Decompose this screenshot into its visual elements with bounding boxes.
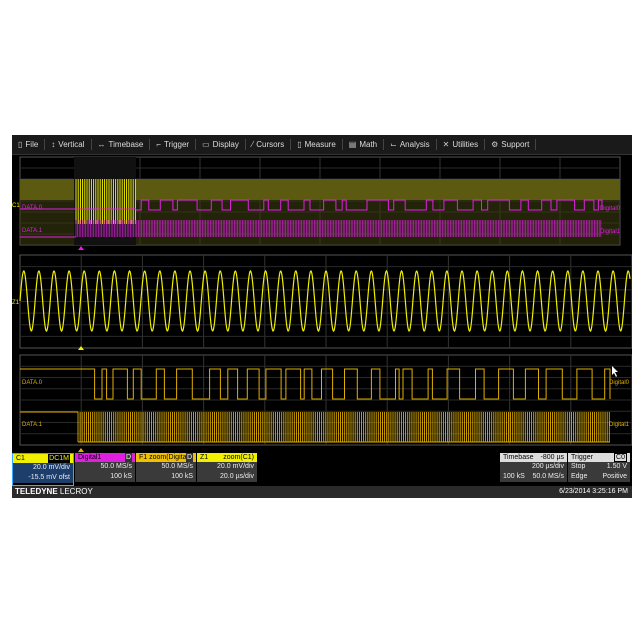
menu-support[interactable]: ⚙ Support bbox=[485, 139, 537, 150]
timebase-label: Timebase bbox=[503, 454, 534, 461]
menu-label: Vertical bbox=[58, 140, 85, 149]
menu-label: Utilities bbox=[452, 140, 479, 149]
data0-label: DATA.0 bbox=[22, 205, 43, 211]
menu-label: File bbox=[25, 140, 39, 149]
timebase-descriptor[interactable]: Timebase -800 µs 200 µs/div 100 kS 50.0 MS… bbox=[500, 453, 567, 486]
menu-timebase[interactable]: ↔ Timebase bbox=[92, 139, 151, 150]
menu-file[interactable]: ▯ File bbox=[12, 139, 46, 150]
digital1-tag: Digital1 bbox=[600, 229, 621, 235]
trigger-marker-icon bbox=[78, 246, 84, 250]
menu-utilities[interactable]: ✕ Utilities bbox=[437, 139, 486, 150]
digital-badge: D bbox=[185, 453, 193, 462]
channel-name: C1 bbox=[16, 455, 25, 462]
timebase-scale: 200 µs/div bbox=[500, 462, 567, 472]
file-icon: ▯ bbox=[18, 140, 23, 149]
menu-measure[interactable]: ▯ Measure bbox=[291, 139, 343, 150]
sample-count: 100 kS bbox=[136, 472, 196, 482]
sample-rate: 50.0 MS/s bbox=[136, 462, 196, 472]
cursors-icon: ⁄ bbox=[251, 140, 254, 149]
trigger-slope: Positive bbox=[602, 473, 627, 480]
trigger-mode: Stop bbox=[571, 463, 586, 470]
trigger-source-badge: C0 bbox=[614, 453, 627, 462]
timebase-samples: 100 kS bbox=[503, 473, 525, 480]
menu-label: Timebase bbox=[108, 140, 144, 149]
trigger-label: Trigger bbox=[571, 454, 593, 461]
channel-name: Z1 bbox=[200, 454, 209, 461]
channel-name: Digital1 bbox=[78, 454, 102, 461]
date-time: 6/23/2014 3:25:16 PM bbox=[559, 488, 628, 495]
waveform-display: C1 DATA.0DATA.1Digital0Digital1Z1DATA.0DA… bbox=[12, 156, 632, 452]
oscilloscope-screen: ▯ File ↕ Vertical ↔ Timebase ⌐ Trigger ▭ Display ⁄… bbox=[12, 135, 632, 498]
channel-name: F1 zoom(Digital1) bbox=[139, 454, 186, 461]
menu-bar: ▯ File ↕ Vertical ↔ Timebase ⌐ Trigger ▭ Display ⁄… bbox=[12, 135, 632, 155]
menu-vertical[interactable]: ↕ Vertical bbox=[45, 139, 92, 150]
support-icon: ⚙ bbox=[491, 140, 499, 149]
data1-label: DATA.1 bbox=[22, 228, 43, 234]
sample-rate: 50.0 MS/s bbox=[75, 462, 135, 472]
menu-math[interactable]: ▤ Math bbox=[343, 139, 385, 150]
c1-overview-band bbox=[20, 179, 620, 200]
trigger-icon: ⌐ bbox=[156, 140, 162, 149]
menu-display[interactable]: ▭ Display bbox=[196, 139, 246, 150]
measure-icon: ▯ bbox=[297, 140, 302, 149]
menu-label: Display bbox=[212, 140, 239, 149]
teledyne-lecroy-logo: TELEDYNE LECROY bbox=[15, 486, 93, 498]
menu-label: Measure bbox=[304, 140, 336, 149]
digital0-tag: Digital0 bbox=[609, 380, 630, 386]
coupling-badge: DC1M bbox=[48, 454, 70, 463]
channel-c1-descriptor[interactable]: C1 DC1M 20.0 mV/div -15.5 mV ofst bbox=[12, 453, 74, 486]
z1-sine-trace bbox=[19, 270, 631, 332]
math-icon: ▤ bbox=[348, 140, 357, 149]
timebase-icon: ↔ bbox=[97, 140, 106, 149]
digital0-tag: Digital0 bbox=[600, 206, 621, 212]
trigger-descriptor[interactable]: Trigger C0 Stop 1.50 V Edge Positive bbox=[568, 453, 630, 486]
digital-badge: D bbox=[124, 453, 132, 462]
menu-label: Cursors bbox=[256, 140, 285, 149]
vertical-scale: 20.0 mV/div bbox=[13, 463, 73, 473]
menu-label: Analysis bbox=[399, 140, 430, 149]
offset: -15.5 mV ofst bbox=[13, 473, 73, 483]
utilities-icon: ✕ bbox=[442, 140, 450, 149]
display-icon: ▭ bbox=[202, 140, 210, 149]
brand-bold: TELEDYNE bbox=[15, 487, 58, 496]
z1-trace-label: Z1 bbox=[12, 300, 20, 306]
vertical-icon: ↕ bbox=[51, 140, 56, 149]
brand-light: LECROY bbox=[57, 487, 93, 496]
status-footer: TELEDYNE LECROY 6/23/2014 3:25:16 PM bbox=[12, 486, 632, 498]
c1-trace-label: C1 bbox=[12, 203, 20, 209]
channel-z1-descriptor[interactable]: Z1 zoom(C1) 20.0 mV/div 20.0 µs/div bbox=[197, 453, 257, 486]
channel-digital1-descriptor[interactable]: Digital1 D 50.0 MS/s 100 kS bbox=[75, 453, 135, 486]
timebase-delay: -800 µs bbox=[540, 454, 565, 461]
horizontal-scale: 20.0 µs/div bbox=[197, 472, 257, 482]
data0-zoom-trace bbox=[78, 368, 611, 400]
mouse-cursor-icon bbox=[612, 366, 618, 377]
trigger-marker-icon bbox=[78, 346, 84, 350]
zoom-source: zoom(C1) bbox=[223, 454, 254, 461]
trigger-level: 1.50 V bbox=[606, 463, 627, 470]
trigger-marker-icon bbox=[78, 448, 84, 452]
data1-label: DATA.1 bbox=[22, 422, 43, 428]
menu-label: Math bbox=[359, 140, 378, 149]
data0-label: DATA.0 bbox=[22, 380, 43, 386]
channel-f1-descriptor[interactable]: F1 zoom(Digital1)D 50.0 MS/s 100 kS bbox=[136, 453, 196, 486]
data0-overview-trace bbox=[136, 199, 603, 211]
menu-analysis[interactable]: ⌙ Analysis bbox=[384, 139, 437, 150]
analysis-icon: ⌙ bbox=[390, 140, 397, 149]
menu-trigger[interactable]: ⌐ Trigger bbox=[150, 139, 197, 150]
timebase-rate: 50.0 MS/s bbox=[532, 473, 564, 480]
menu-label: Support bbox=[501, 140, 530, 149]
menu-cursors[interactable]: ⁄ Cursors bbox=[246, 139, 292, 150]
digital1-tag: Digital1 bbox=[609, 422, 630, 428]
vertical-scale: 20.0 mV/div bbox=[197, 462, 257, 472]
trigger-type: Edge bbox=[571, 473, 588, 480]
sample-count: 100 kS bbox=[75, 472, 135, 482]
channel-info-bar: C1 DC1M 20.0 mV/div -15.5 mV ofst Digital… bbox=[12, 453, 632, 486]
menu-label: Trigger bbox=[164, 140, 190, 149]
